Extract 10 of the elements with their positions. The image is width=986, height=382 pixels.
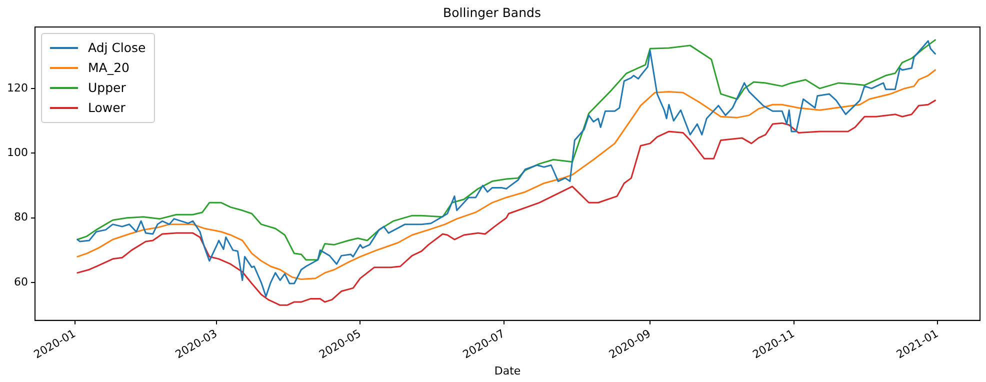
legend-label: MA_20 [88,59,130,77]
y-tick-label: 60 [14,275,28,288]
legend-label: Upper [88,79,126,97]
y-tick-label: 100 [6,146,28,160]
chart-title: Bollinger Bands [443,4,541,20]
legend-label: Adj Close [88,39,146,57]
y-tick-label: 120 [6,81,28,94]
legend-label: Lower [88,99,126,117]
x-axis-title: Date [494,364,521,378]
y-tick-label: 80 [14,210,28,224]
